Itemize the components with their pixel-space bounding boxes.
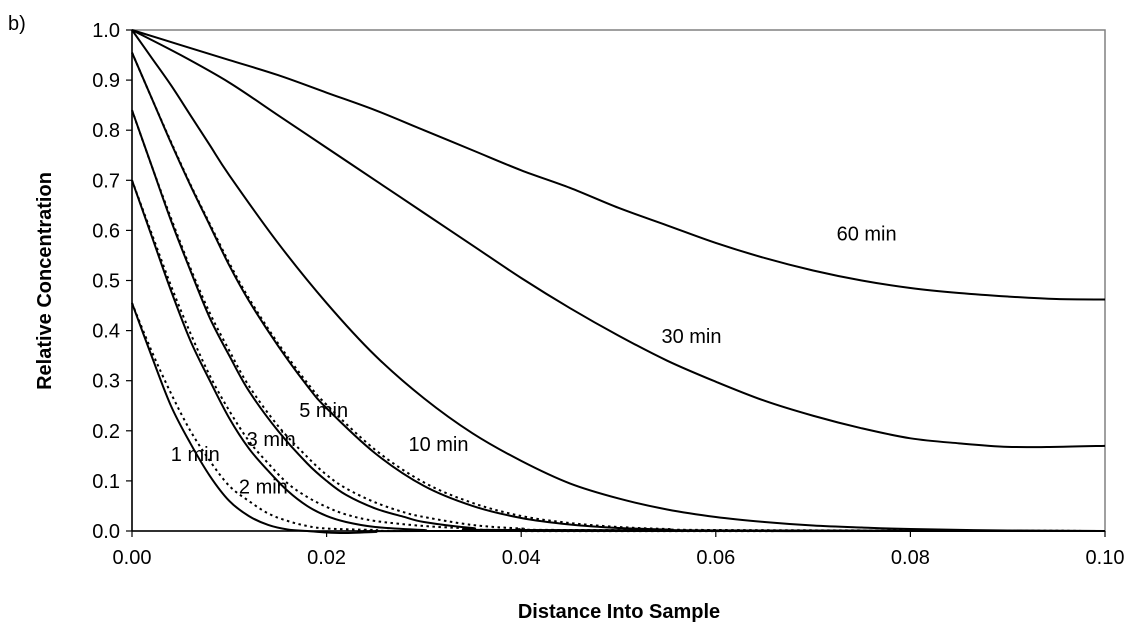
series-line-60-min: [131, 29, 1106, 301]
series-line-5-min: [131, 52, 1106, 532]
y-tick-label: 0.8: [92, 120, 120, 142]
panel-label: b): [8, 13, 26, 35]
x-axis-ticks: 0.00 0.02 0.04 0.06 0.08 0.10: [113, 531, 1125, 569]
y-tick-label: 0.4: [92, 321, 120, 343]
series-label-10-min: 10 min: [408, 434, 468, 456]
y-tick-label: 0.2: [92, 421, 120, 443]
series-line-30-min: [131, 29, 1106, 449]
plot-frame-group: [131, 29, 1106, 532]
series-line-3-min: [131, 109, 1106, 532]
x-tick-label: 0.00: [113, 547, 152, 569]
y-tick-label: 0.0: [92, 521, 120, 543]
series-line-10-min: [131, 29, 1106, 532]
series-label-5-min: 5 min: [299, 400, 348, 422]
y-tick-label: 0.6: [92, 220, 120, 242]
series-line-2-min: [131, 179, 1106, 533]
plot-frame: [131, 29, 1106, 532]
y-axis-ticks: 0.0 0.1 0.2 0.3 0.4 0.5 0.6 0.7 0.8 0.9 1.0: [92, 20, 132, 543]
y-axis-title: Relative Concentration: [34, 172, 56, 390]
x-tick-label: 0.02: [307, 547, 346, 569]
series-label-3-min: 3 min: [247, 429, 296, 451]
x-tick-label: 0.10: [1086, 547, 1125, 569]
series-line-3-min-dotted: [131, 109, 1106, 532]
series-label-30-min: 30 min: [661, 326, 721, 348]
y-tick-label: 0.1: [92, 471, 120, 493]
y-tick-label: 0.9: [92, 70, 120, 92]
y-tick-label: 0.7: [92, 170, 120, 192]
x-axis-title: Distance Into Sample: [518, 601, 720, 623]
curves: [131, 29, 1106, 535]
series-line-5-min-dotted: [131, 52, 1106, 532]
x-tick-label: 0.08: [891, 547, 930, 569]
y-tick-label: 0.3: [92, 371, 120, 393]
y-tick-label: 1.0: [92, 20, 120, 42]
series-line-1-min-dotted: [131, 302, 1106, 533]
series-label-1-min: 1 min: [171, 444, 220, 466]
x-tick-label: 0.04: [502, 547, 541, 569]
x-tick-label: 0.06: [696, 547, 735, 569]
y-tick-label: 0.5: [92, 271, 120, 293]
series-label-2-min: 2 min: [239, 476, 288, 498]
series-label-60-min: 60 min: [837, 223, 897, 245]
